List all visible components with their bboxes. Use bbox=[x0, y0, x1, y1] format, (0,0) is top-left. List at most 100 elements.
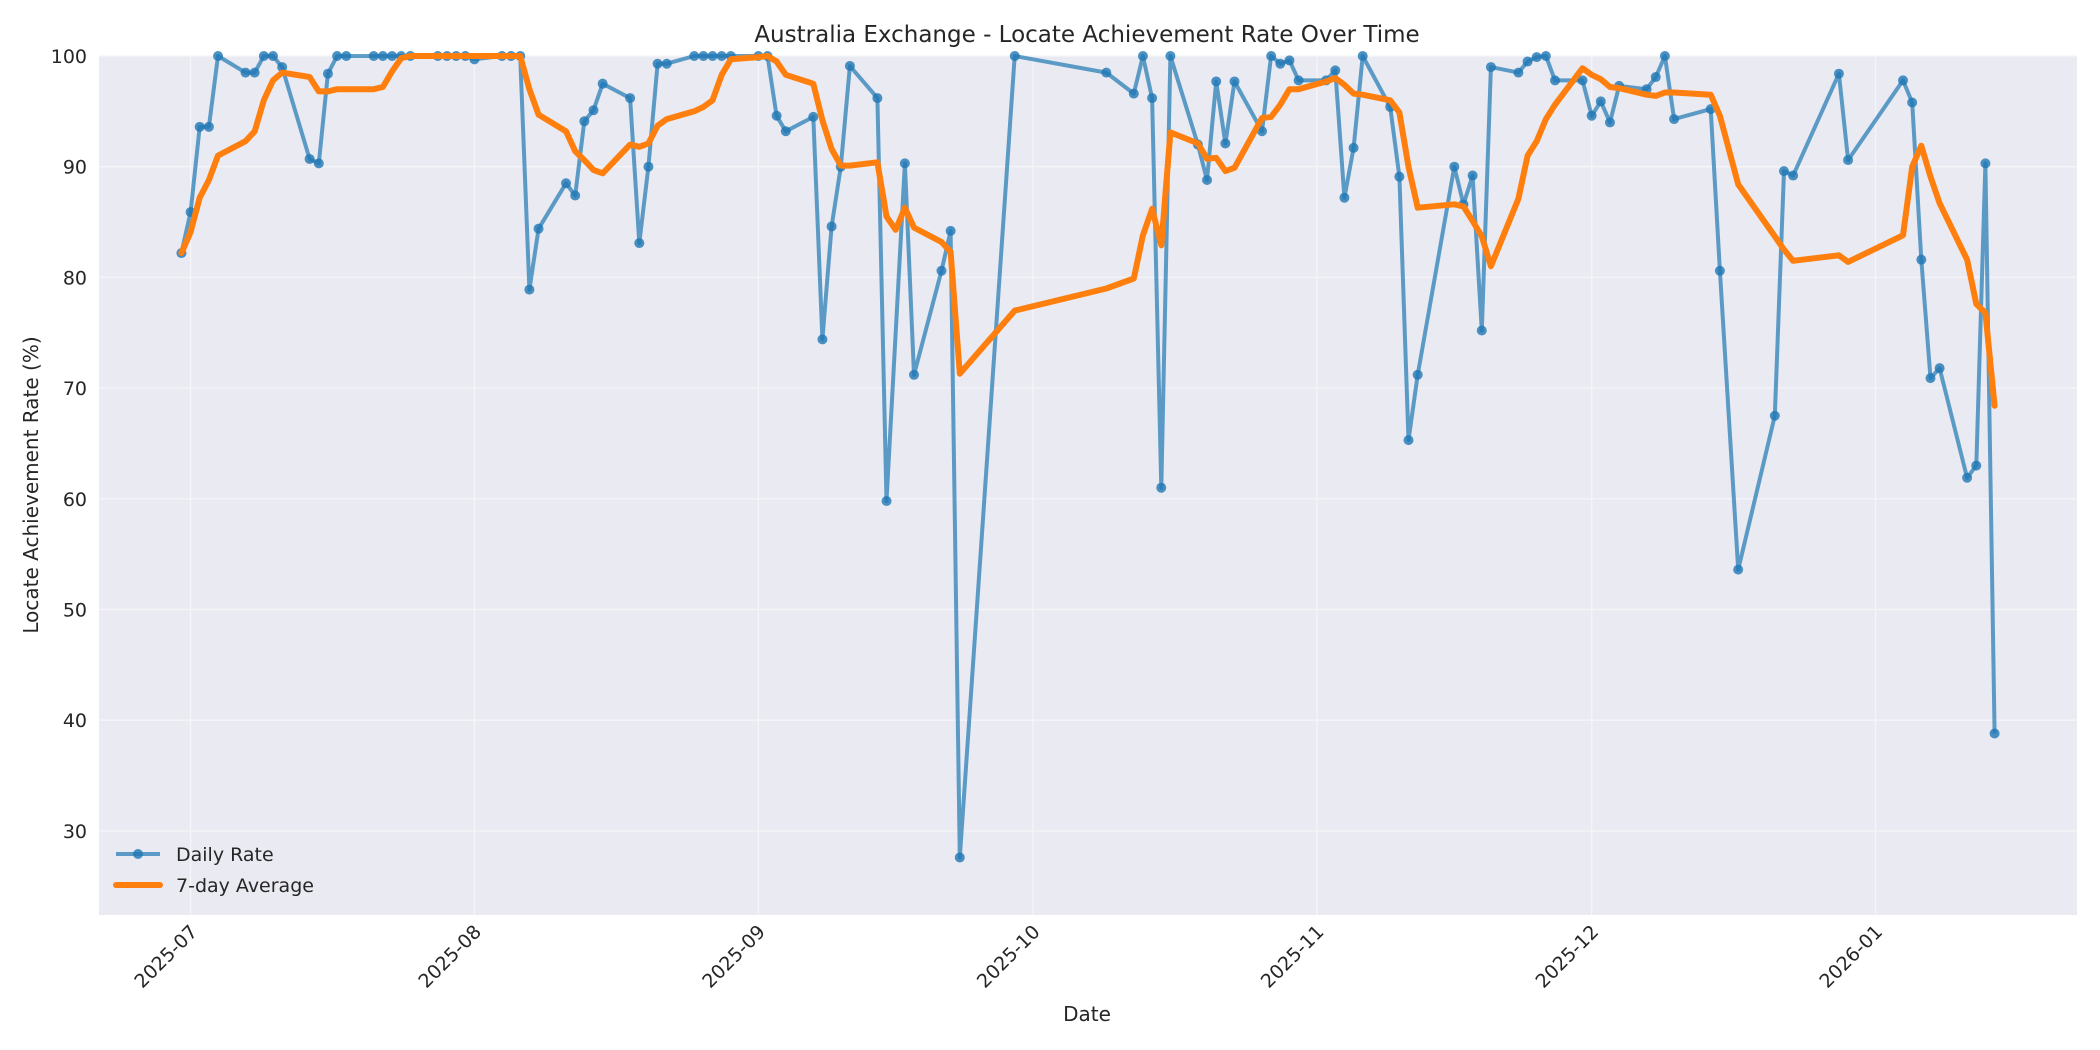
data-point bbox=[1778, 166, 1789, 177]
data-point bbox=[1147, 93, 1158, 104]
data-point bbox=[1284, 55, 1295, 66]
data-point bbox=[1394, 171, 1405, 182]
data-point bbox=[780, 126, 791, 137]
legend-label-daily: Daily Rate bbox=[176, 844, 274, 866]
data-point bbox=[1412, 369, 1423, 380]
legend-item-daily-rate: Daily Rate bbox=[116, 844, 274, 866]
data-point bbox=[689, 51, 700, 61]
data-point bbox=[258, 51, 269, 61]
data-point bbox=[332, 51, 343, 61]
y-axis-label: Locate Achievement Rate (%) bbox=[19, 336, 43, 633]
data-point bbox=[652, 58, 663, 69]
series-daily-rate bbox=[176, 51, 2000, 863]
data-point bbox=[909, 369, 920, 380]
data-point bbox=[313, 158, 324, 169]
data-point bbox=[625, 93, 636, 104]
data-point bbox=[322, 68, 333, 79]
y-tick-label: 70 bbox=[63, 378, 87, 400]
data-point bbox=[1788, 170, 1799, 181]
x-tick-label: 2025-11 bbox=[1257, 921, 1329, 993]
data-point bbox=[899, 158, 910, 169]
data-point bbox=[1202, 174, 1213, 185]
data-point bbox=[341, 51, 352, 61]
data-point bbox=[203, 121, 214, 132]
data-point bbox=[1595, 96, 1606, 107]
chart-title: Australia Exchange - Locate Achievement … bbox=[754, 22, 1419, 48]
y-tick-label: 50 bbox=[63, 599, 87, 621]
data-point bbox=[1934, 363, 1945, 374]
data-point bbox=[634, 238, 645, 249]
gridlines bbox=[99, 55, 2077, 915]
data-point bbox=[826, 221, 837, 232]
data-point bbox=[524, 284, 535, 295]
legend-label-average: 7-day Average bbox=[176, 875, 314, 897]
data-point bbox=[1293, 75, 1304, 86]
data-point bbox=[1550, 75, 1561, 86]
y-tick-label: 40 bbox=[63, 710, 87, 732]
data-point bbox=[1357, 51, 1368, 61]
circle-marker-icon bbox=[133, 849, 143, 859]
data-point bbox=[707, 51, 718, 61]
data-point bbox=[1009, 51, 1020, 61]
data-point bbox=[817, 334, 828, 345]
data-point bbox=[1137, 51, 1148, 61]
data-point bbox=[1275, 58, 1286, 69]
data-point bbox=[267, 51, 278, 61]
x-tick-label: 2026-01 bbox=[1815, 921, 1887, 993]
data-point bbox=[1907, 97, 1918, 108]
data-point bbox=[936, 265, 947, 276]
y-axis-ticks: 30 40 50 60 70 80 90 100 bbox=[51, 46, 87, 843]
y-tick-label: 60 bbox=[63, 489, 87, 511]
legend: Daily Rate 7-day Average bbox=[113, 844, 314, 897]
data-point bbox=[1586, 110, 1597, 121]
data-point bbox=[1165, 51, 1176, 61]
data-point bbox=[588, 105, 599, 116]
data-point bbox=[368, 51, 379, 61]
data-point bbox=[1925, 373, 1936, 384]
data-point bbox=[561, 178, 572, 189]
data-point bbox=[1403, 435, 1414, 446]
data-point bbox=[1989, 728, 2000, 739]
data-point bbox=[377, 51, 388, 61]
data-point bbox=[771, 110, 782, 121]
data-point bbox=[1531, 52, 1542, 63]
y-tick-label: 30 bbox=[63, 821, 87, 843]
data-point bbox=[1522, 56, 1533, 67]
data-point bbox=[1101, 67, 1112, 78]
data-point bbox=[1449, 161, 1460, 172]
data-point bbox=[1916, 254, 1927, 265]
data-point bbox=[1485, 62, 1496, 73]
data-point bbox=[1128, 88, 1139, 99]
data-point bbox=[881, 495, 892, 506]
x-axis-ticks: 2025-07 2025-08 2025-09 2025-10 2025-11 2025-… bbox=[130, 921, 1887, 993]
data-point bbox=[387, 51, 398, 61]
legend-item-7-day-average: 7-day Average bbox=[113, 875, 314, 897]
data-point bbox=[1733, 564, 1744, 575]
y-tick-label: 90 bbox=[63, 157, 87, 179]
data-point bbox=[1211, 76, 1222, 87]
data-point bbox=[1266, 51, 1277, 61]
data-point bbox=[954, 852, 965, 863]
data-point bbox=[1898, 75, 1909, 86]
data-point bbox=[1971, 460, 1982, 471]
data-point bbox=[1577, 75, 1588, 86]
x-tick-label: 2025-10 bbox=[973, 921, 1045, 993]
data-point bbox=[1980, 158, 1991, 169]
series-7-day-average bbox=[178, 53, 1998, 409]
data-point bbox=[1330, 65, 1341, 76]
data-point bbox=[277, 62, 288, 73]
data-point bbox=[194, 121, 205, 132]
data-point bbox=[1669, 114, 1680, 125]
data-point bbox=[661, 58, 672, 69]
y-tick-label: 100 bbox=[51, 46, 87, 68]
plot-area bbox=[99, 56, 2077, 915]
data-point bbox=[1833, 68, 1844, 79]
data-point bbox=[240, 67, 251, 78]
data-point bbox=[579, 116, 590, 127]
data-point bbox=[213, 51, 224, 61]
data-point bbox=[698, 51, 709, 61]
x-tick-label: 2025-09 bbox=[698, 921, 770, 993]
x-tick-label: 2025-07 bbox=[130, 921, 202, 993]
data-point bbox=[1659, 51, 1670, 61]
